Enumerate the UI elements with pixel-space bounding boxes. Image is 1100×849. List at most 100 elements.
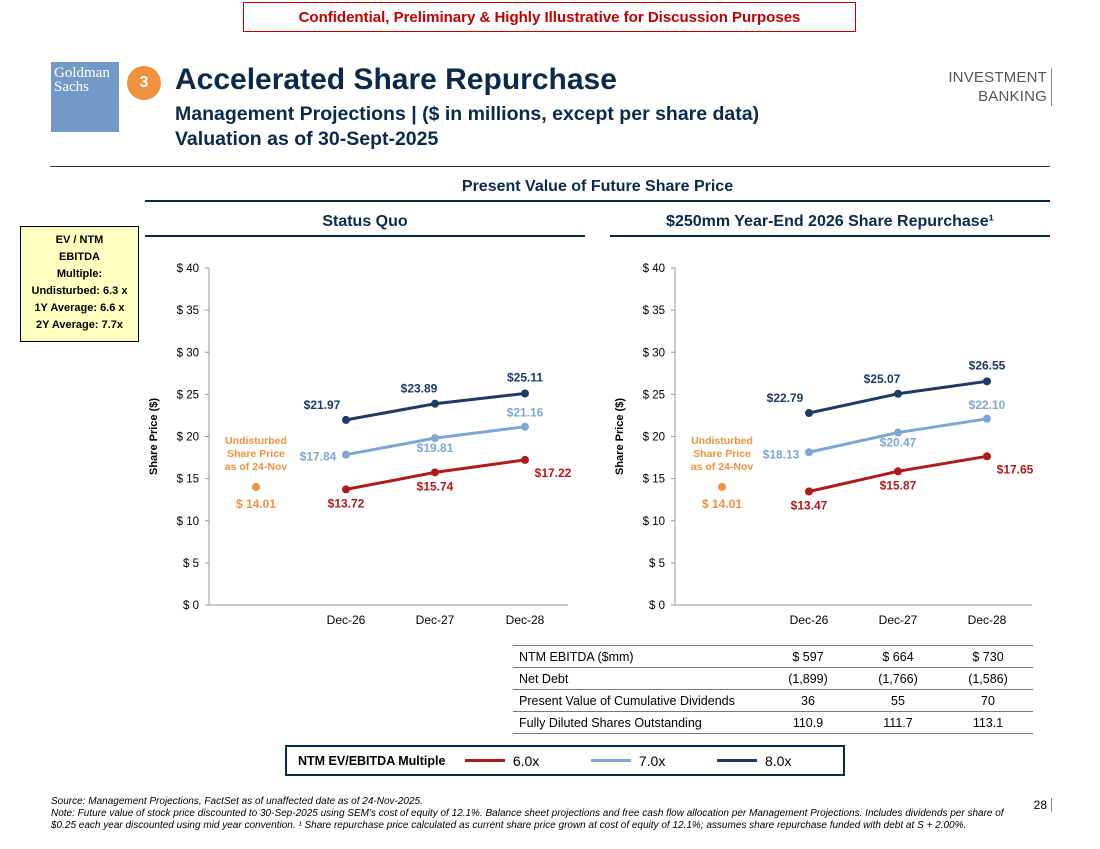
- footnote-note: Note: Future value of stock price discou…: [51, 808, 1004, 831]
- chart-title-repurchase: $250mm Year-End 2026 Share Repurchase¹: [666, 213, 994, 230]
- table-cell: (1,899): [763, 667, 853, 690]
- chart-title-status-quo: Status Quo: [322, 213, 408, 230]
- chart-rule-repurchase: [610, 235, 1050, 237]
- y-tick-label: $ 30: [177, 347, 199, 359]
- table-row-label: Net Debt: [513, 667, 763, 690]
- y-tick-label: $ 40: [643, 263, 665, 275]
- undisturbed-caption: Share Price: [693, 448, 751, 460]
- data-label: $22.79: [767, 391, 804, 405]
- y-tick-label: $ 0: [183, 600, 199, 612]
- data-label: $26.55: [969, 358, 1006, 372]
- y-tick-label: $ 40: [177, 263, 199, 275]
- confidential-banner: Confidential, Preliminary & Highly Illus…: [243, 2, 856, 32]
- data-point: [431, 434, 439, 443]
- ev-box-line: 1Y Average: 6.6 x: [34, 302, 125, 314]
- y-tick-label: $ 5: [183, 558, 199, 570]
- footnote-source: Source: Management Projections, FactSet …: [51, 796, 423, 807]
- undisturbed-caption: Undisturbed: [225, 435, 287, 447]
- y-tick-label: $ 0: [649, 600, 665, 612]
- y-tick-label: $ 20: [177, 432, 199, 444]
- x-tick-label: Dec-28: [506, 613, 545, 627]
- chart-rule-status-quo: [145, 235, 585, 237]
- ev-ebitda-multiple-box: EV / NTM EBITDA Multiple: Undisturbed: 6…: [20, 226, 139, 342]
- data-label: $15.87: [880, 478, 917, 492]
- y-tick-label: $ 25: [177, 389, 199, 401]
- data-point: [521, 389, 529, 398]
- data-label: $20.47: [880, 436, 917, 450]
- data-point: [894, 467, 902, 476]
- table-cell: $ 597: [763, 645, 853, 668]
- data-point: [805, 487, 813, 496]
- table-row-label: Present Value of Cumulative Dividends: [513, 689, 763, 712]
- x-tick-label: Dec-27: [879, 613, 918, 627]
- data-label: $17.65: [997, 462, 1034, 476]
- table-row: Fully Diluted Shares Outstanding 110.9 111…: [513, 711, 1033, 734]
- data-label: $25.07: [864, 372, 901, 386]
- y-tick-label: $ 30: [643, 347, 665, 359]
- present-value-title: Present Value of Future Share Price: [461, 178, 734, 195]
- x-tick-label: Dec-27: [416, 613, 455, 627]
- data-point: [983, 452, 991, 461]
- header-divider: [50, 166, 1050, 167]
- legend-swatch: [464, 759, 505, 762]
- y-tick-label: $ 35: [177, 305, 199, 317]
- data-point: [805, 448, 813, 457]
- data-label: $15.74: [417, 479, 454, 493]
- undisturbed-label: $ 14.01: [236, 497, 276, 511]
- legend-swatch: [590, 759, 631, 762]
- legend-title: NTM EV/EBITDA Multiple: [298, 753, 446, 768]
- y-axis-label: Share Price ($): [148, 398, 160, 475]
- legend-item-8x: 8.0x: [716, 752, 843, 769]
- data-point: [805, 408, 813, 417]
- legend-label: 7.0x: [638, 752, 666, 769]
- undisturbed-caption: Share Price: [227, 448, 285, 460]
- x-tick-label: Dec-28: [968, 613, 1007, 627]
- table-row: Present Value of Cumulative Dividends 36 5…: [513, 689, 1033, 712]
- data-label: $18.13: [763, 447, 800, 461]
- table-cell: $ 664: [853, 645, 943, 668]
- legend-item-6x: 6.0x: [464, 752, 591, 769]
- logo-line-2: Sachs: [54, 79, 89, 95]
- ev-box-line: 2Y Average: 7.7x: [35, 319, 124, 331]
- data-label: $17.22: [535, 466, 572, 480]
- present-value-rule: [145, 200, 1050, 202]
- table-row: Net Debt (1,899) (1,766) (1,586): [513, 667, 1033, 690]
- table-row: NTM EBITDA ($mm) $ 597 $ 664 $ 730: [513, 645, 1033, 668]
- data-label: $19.81: [417, 441, 454, 455]
- data-label: $25.11: [507, 370, 543, 384]
- metrics-table: NTM EBITDA ($mm) $ 597 $ 664 $ 730 Net Debt(…: [513, 645, 1033, 734]
- data-label: $23.89: [401, 382, 438, 396]
- table-cell: 36: [763, 689, 853, 712]
- data-point: [521, 422, 529, 431]
- legend-label: 6.0x: [512, 752, 540, 769]
- logo-line-1: Goldman: [54, 65, 110, 81]
- legend-label: 8.0x: [764, 752, 792, 769]
- x-tick-label: Dec-26: [327, 613, 366, 627]
- data-label: $21.97: [304, 398, 341, 412]
- page-subtitle: Management Projections | ($ in millions,…: [175, 102, 759, 152]
- undisturbed-point: [252, 482, 260, 491]
- undisturbed-caption: Undisturbed: [691, 435, 753, 447]
- multiple-legend: NTM EV/EBITDA Multiple 6.0x 7.0x 8.0x: [285, 745, 845, 776]
- table-cell: 110.9: [763, 711, 853, 734]
- data-label: $13.47: [791, 499, 828, 513]
- legend-item-7x: 7.0x: [590, 752, 717, 769]
- data-point: [983, 377, 991, 386]
- data-point: [521, 455, 529, 464]
- undisturbed-label: $ 14.01: [702, 497, 742, 511]
- data-point: [431, 399, 439, 408]
- y-axis-label: Share Price ($): [614, 398, 626, 475]
- section-number-badge: 3: [127, 66, 161, 100]
- table-cell: 113.1: [943, 711, 1033, 734]
- table-row-label: Fully Diluted Shares Outstanding: [513, 711, 763, 734]
- data-point: [894, 428, 902, 437]
- data-point: [342, 450, 350, 459]
- page-number: 28: [1034, 798, 1052, 812]
- y-tick-label: $ 15: [177, 474, 199, 486]
- table-cell: $ 730: [943, 645, 1033, 668]
- undisturbed-caption: as of 24-Nov: [691, 461, 754, 473]
- undisturbed-point: [718, 482, 726, 491]
- data-label: $22.10: [969, 398, 1006, 412]
- data-label: $17.84: [300, 450, 337, 464]
